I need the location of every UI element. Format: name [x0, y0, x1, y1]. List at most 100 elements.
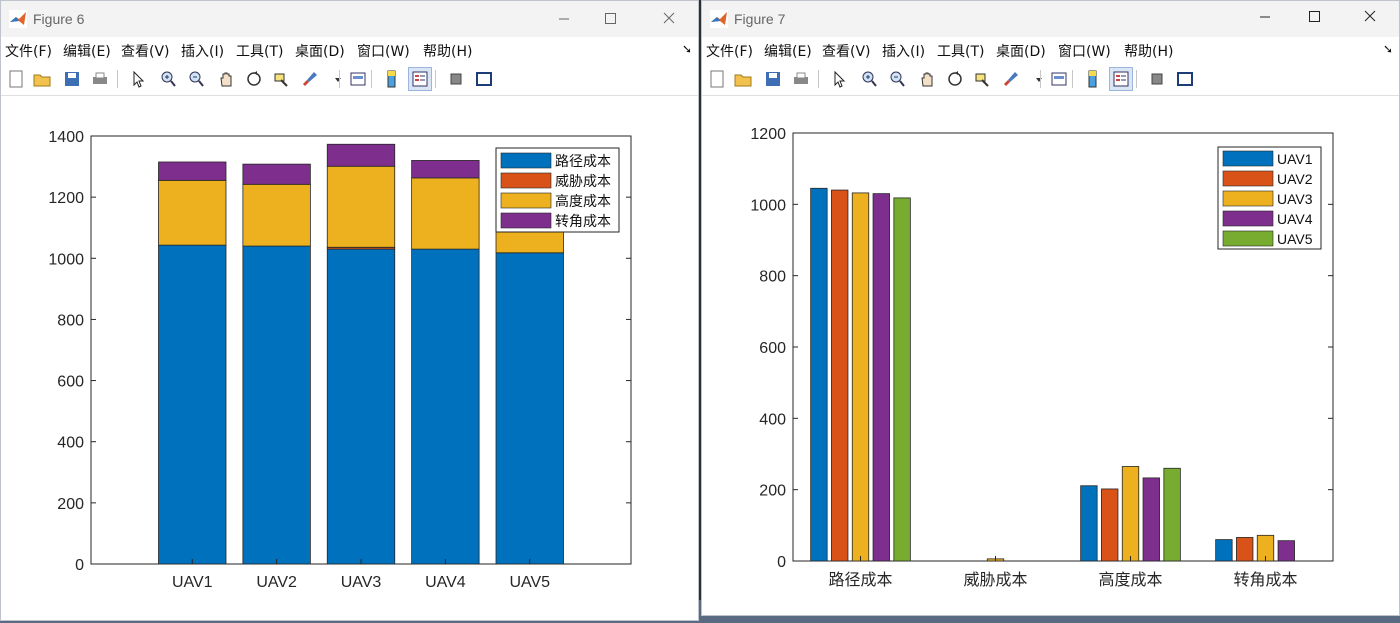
y-tick-label: 800	[759, 269, 786, 286]
dock-arrow-icon[interactable]: ➘	[1382, 42, 1393, 56]
data-cursor-button[interactable]	[271, 68, 293, 90]
new-figure-icon	[9, 70, 23, 88]
zoom-out-button[interactable]	[886, 68, 908, 90]
legend-label: 高度成本	[555, 193, 611, 209]
show-tools-button[interactable]	[473, 68, 495, 90]
colorbar-button[interactable]	[381, 68, 403, 90]
y-tick-label: 400	[57, 435, 84, 452]
menu-edit[interactable]: 编辑(E)	[764, 44, 812, 60]
minimize-icon	[559, 18, 569, 20]
menu-window[interactable]: 窗口(W)	[357, 44, 410, 60]
menu-file[interactable]: 文件(F)	[5, 44, 52, 60]
legend-button[interactable]	[408, 67, 432, 91]
close-icon	[663, 12, 675, 24]
legend-icon	[1113, 71, 1129, 87]
link-plot-icon	[1051, 72, 1067, 86]
menu-edit[interactable]: 编辑(E)	[63, 44, 111, 60]
brush-dropdown-button[interactable]	[1028, 68, 1050, 90]
rotate-button[interactable]	[944, 68, 966, 90]
minimize-button[interactable]	[541, 1, 587, 37]
maximize-button[interactable]	[1291, 1, 1337, 37]
x-tick-label: UAV5	[509, 574, 550, 591]
pan-button[interactable]	[215, 68, 237, 90]
zoom-in-button[interactable]	[858, 68, 880, 90]
link-plot-icon	[350, 72, 366, 86]
bar	[872, 193, 890, 562]
pan-button[interactable]	[916, 68, 938, 90]
new-figure-button[interactable]	[5, 68, 27, 90]
open-file-button[interactable]	[732, 68, 754, 90]
bar	[851, 192, 870, 562]
menu-tools[interactable]: 工具(T)	[937, 44, 985, 60]
new-figure-button[interactable]	[706, 68, 728, 90]
close-button[interactable]	[646, 1, 692, 37]
save-button[interactable]	[61, 68, 83, 90]
menu-view[interactable]: 查看(V)	[121, 44, 170, 60]
y-tick-label: 1400	[48, 129, 84, 146]
brush-button[interactable]	[1000, 68, 1022, 90]
print-button[interactable]	[89, 68, 111, 90]
bar	[1215, 539, 1233, 562]
brush-icon	[303, 72, 317, 86]
legend-button[interactable]	[1109, 67, 1133, 91]
bar-segment	[495, 252, 564, 565]
matlab-logo-icon	[710, 10, 728, 28]
open-file-icon	[734, 74, 752, 87]
menu-tools[interactable]: 工具(T)	[236, 44, 284, 60]
hide-tools-button[interactable]	[445, 68, 467, 90]
menu-desktop[interactable]: 桌面(D)	[996, 44, 1046, 60]
stacked-bar-chart: 0 200 400 600 800 1000 1200 1400 UAV1 UAV2 UAV3 UAV…	[48, 129, 632, 591]
x-tick-label: 路径成本	[828, 571, 892, 589]
legend-swatch	[1222, 170, 1274, 187]
bar-segment	[411, 160, 480, 179]
menu-insert[interactable]: 插入(I)	[882, 44, 926, 60]
print-button[interactable]	[790, 68, 812, 90]
save-button[interactable]	[762, 68, 784, 90]
close-button[interactable]	[1347, 1, 1393, 37]
pointer-button[interactable]	[127, 68, 149, 90]
menu-help[interactable]: 帮助(H)	[1124, 44, 1174, 60]
open-file-button[interactable]	[31, 68, 53, 90]
brush-button[interactable]	[299, 68, 321, 90]
legend-label: UAV4	[1277, 211, 1313, 227]
menu-insert[interactable]: 插入(I)	[181, 44, 225, 60]
show-tools-button[interactable]	[1174, 68, 1196, 90]
menu-window[interactable]: 窗口(W)	[1058, 44, 1111, 60]
menu-desktop[interactable]: 桌面(D)	[295, 44, 345, 60]
minimize-icon	[1260, 16, 1270, 18]
x-tick-label: 高度成本	[1098, 571, 1162, 589]
brush-dropdown-button[interactable]	[327, 68, 349, 90]
link-plot-button[interactable]	[347, 68, 369, 90]
zoom-in-button[interactable]	[157, 68, 179, 90]
titlebar[interactable]: Figure 7	[702, 1, 1399, 37]
bar	[1277, 540, 1295, 562]
legend-swatch	[1222, 210, 1274, 227]
pointer-button[interactable]	[828, 68, 850, 90]
zoom-out-icon	[890, 71, 905, 87]
dock-arrow-icon[interactable]: ➘	[681, 42, 692, 56]
toolbar-separator	[818, 70, 819, 88]
plot-area: 0 200 400 600 800 1000 1200 路径成本 威胁成本 高度成本 转角成本 UAV…	[702, 96, 1399, 615]
bar	[1142, 477, 1160, 562]
menu-help[interactable]: 帮助(H)	[423, 44, 473, 60]
bar	[893, 197, 911, 562]
zoom-out-button[interactable]	[185, 68, 207, 90]
colorbar-button[interactable]	[1082, 68, 1104, 90]
data-cursor-icon	[975, 73, 989, 87]
toolbar-separator	[117, 70, 118, 88]
data-cursor-button[interactable]	[972, 68, 994, 90]
x-tick-label: 转角成本	[1233, 571, 1297, 589]
titlebar[interactable]: Figure 6	[1, 1, 698, 37]
menu-file[interactable]: 文件(F)	[706, 44, 753, 60]
maximize-button[interactable]	[587, 1, 633, 37]
bar-segment	[326, 248, 396, 565]
link-plot-button[interactable]	[1048, 68, 1070, 90]
legend-swatch	[1222, 190, 1274, 207]
rotate-icon	[948, 71, 962, 86]
rotate-button[interactable]	[243, 68, 265, 90]
menu-view[interactable]: 查看(V)	[822, 44, 871, 60]
minimize-button[interactable]	[1242, 1, 1288, 37]
hide-tools-button[interactable]	[1146, 68, 1168, 90]
figure-7-window: Figure 7 文件(F) 编辑(E) 查看(V) 插入(I) 工具(T) 桌…	[701, 0, 1400, 616]
bar-segment	[158, 179, 227, 246]
